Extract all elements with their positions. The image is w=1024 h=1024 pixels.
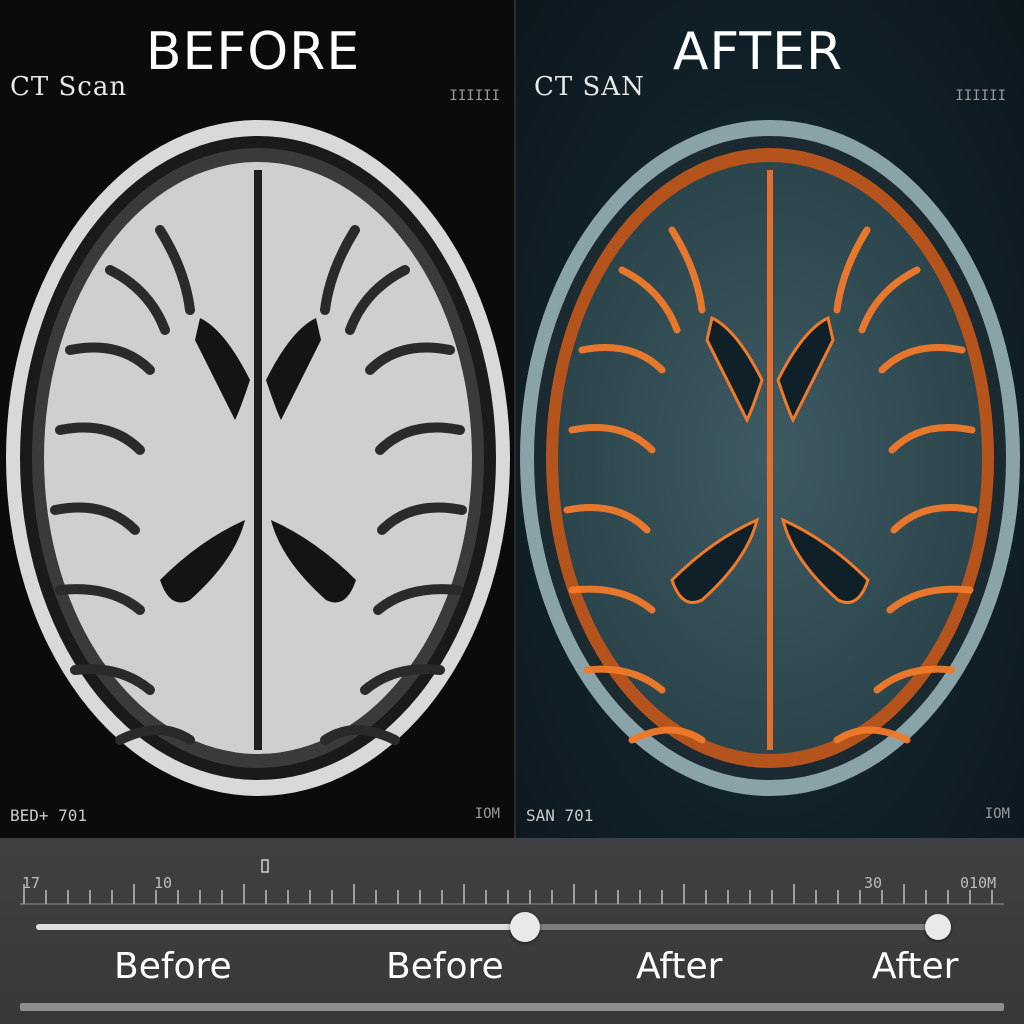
- before-panel: BEFORE CT Scan IIIIII: [0, 0, 514, 838]
- ruler-label: 17: [22, 874, 41, 892]
- before-title: BEFORE: [145, 22, 361, 82]
- before-corner-id: BED+ 701: [10, 806, 88, 825]
- comparison-slider-handle[interactable]: [510, 912, 540, 942]
- option-after[interactable]: After: [872, 946, 959, 987]
- timeline-ruler: [20, 859, 1004, 905]
- panel-divider: [514, 0, 517, 838]
- after-corner-unit: IOM: [984, 806, 1010, 822]
- option-after[interactable]: After: [636, 946, 723, 987]
- after-scan-label: CT SAN: [534, 72, 645, 102]
- comparison-slider-track[interactable]: [36, 924, 940, 930]
- after-title: AFTER: [672, 22, 844, 82]
- after-brain-scan-image: [520, 120, 1020, 796]
- before-brain-scan-image: [6, 120, 510, 796]
- comparison-control-bar: 17 10 30 010M Before Before After After: [0, 838, 1024, 1024]
- before-corner-marker: IIIIII: [449, 88, 500, 104]
- before-scan-label: CT Scan: [10, 72, 128, 102]
- ruler-label: 10: [154, 874, 173, 892]
- comparison-slider-fill: [36, 924, 516, 930]
- ruler-label: 30: [864, 874, 883, 892]
- after-panel: AFTER CT SAN IIIIII: [516, 0, 1024, 838]
- option-before[interactable]: Before: [386, 946, 504, 987]
- bottom-scrollbar[interactable]: [20, 1003, 1004, 1011]
- slider-end-handle[interactable]: [925, 914, 951, 940]
- before-corner-unit: IOM: [474, 806, 500, 822]
- option-before[interactable]: Before: [114, 946, 232, 987]
- after-corner-id: SAN 701: [526, 806, 594, 825]
- ruler-label: 010M: [960, 874, 997, 892]
- after-corner-marker: IIIIII: [955, 88, 1006, 104]
